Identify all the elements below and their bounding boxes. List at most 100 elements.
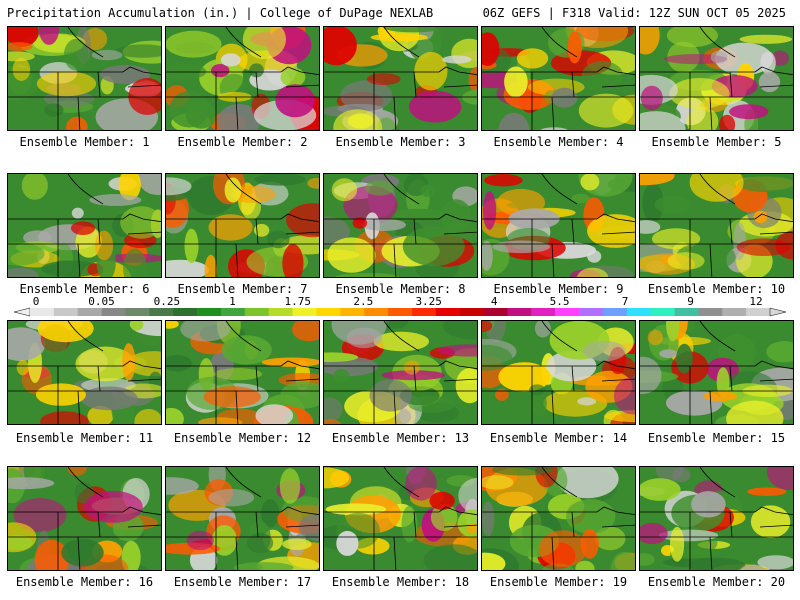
colorbar-swatch	[268, 308, 293, 316]
ensemble-map-panel	[481, 466, 636, 571]
ensemble-map-panel	[7, 466, 162, 571]
colorbar-tick-label: 0.05	[88, 296, 115, 308]
ensemble-member-label: Ensemble Member: 14	[489, 431, 628, 445]
precip-field-map	[324, 27, 477, 130]
ensemble-map-panel	[323, 466, 478, 571]
colorbar-swatch	[316, 308, 341, 316]
colorbar-swatch	[698, 308, 723, 316]
colorbar-tick-label: 1.75	[285, 296, 312, 308]
colorbar-swatch	[483, 308, 508, 316]
colorbar-tick-label: 0.25	[154, 296, 181, 308]
colorbar-swatch	[746, 308, 771, 316]
colorbar-swatch	[579, 308, 604, 316]
ensemble-map-panel	[323, 173, 478, 278]
map-title: Precipitation Accumulation (in.) | Colle…	[7, 6, 434, 20]
colorbar-swatch	[173, 308, 198, 316]
precip-field-map	[166, 467, 319, 570]
ensemble-map-panel	[639, 173, 794, 278]
colorbar-swatch	[244, 308, 270, 316]
precipitation-colorbar: 0 0.05 0.25 1 1.75 2.5 3.25 4 5.5 7 9 12	[14, 296, 786, 317]
ensemble-member-label: Ensemble Member: 10	[647, 282, 786, 296]
precip-field-map	[8, 27, 161, 130]
precip-field-map	[324, 321, 477, 424]
ensemble-map-panel	[7, 26, 162, 131]
precip-field-map	[8, 174, 161, 277]
colorbar-swatch	[722, 308, 747, 316]
ensemble-member-label: Ensemble Member: 6	[19, 282, 150, 296]
colorbar-tick-label: 0	[33, 296, 40, 308]
colorbar-swatch	[650, 308, 675, 316]
colorbar-swatch	[220, 308, 246, 316]
precip-field-map	[482, 27, 635, 130]
precip-field-map	[640, 321, 793, 424]
colorbar-swatch	[555, 308, 580, 316]
colorbar-swatch	[53, 308, 79, 316]
colorbar-tick-label: 1	[229, 296, 236, 308]
precip-field-map	[166, 27, 319, 130]
ensemble-member-label: Ensemble Member: 17	[173, 575, 312, 589]
colorbar-swatch	[388, 308, 413, 316]
colorbar-swatch	[125, 308, 150, 316]
ensemble-member-label: Ensemble Member: 4	[493, 135, 624, 149]
ensemble-member-label: Ensemble Member: 16	[15, 575, 154, 589]
colorbar-tick-label: 12	[749, 296, 762, 308]
colorbar-swatch	[101, 308, 126, 316]
colorbar-tick-label: 9	[687, 296, 694, 308]
precip-field-map	[640, 174, 793, 277]
ensemble-map-panel	[639, 26, 794, 131]
precip-field-map	[8, 321, 161, 424]
ensemble-member-label: Ensemble Member: 15	[647, 431, 786, 445]
ensemble-member-label: Ensemble Member: 8	[335, 282, 466, 296]
precip-field-map	[166, 174, 319, 277]
colorbar-swatch	[602, 308, 628, 316]
colorbar-max-arrow	[769, 307, 786, 317]
colorbar-swatch	[30, 308, 55, 316]
precip-field-map	[640, 27, 793, 130]
ensemble-map-panel	[639, 320, 794, 425]
precip-field-map	[482, 174, 635, 277]
colorbar-swatch	[364, 308, 389, 316]
precip-field-map	[482, 467, 635, 570]
colorbar-swatch	[459, 308, 484, 316]
ensemble-member-label: Ensemble Member: 2	[177, 135, 308, 149]
colorbar-swatch	[77, 308, 102, 316]
ensemble-member-label: Ensemble Member: 13	[331, 431, 470, 445]
precip-field-map	[166, 321, 319, 424]
colorbar-swatch	[674, 308, 699, 316]
precip-field-map	[640, 467, 793, 570]
ensemble-member-label: Ensemble Member: 7	[177, 282, 308, 296]
colorbar-tick-label: 3.25	[415, 296, 442, 308]
ensemble-member-label: Ensemble Member: 18	[331, 575, 470, 589]
ensemble-map-panel	[481, 26, 636, 131]
ensemble-member-label: Ensemble Member: 19	[489, 575, 628, 589]
ensemble-map-panel	[165, 320, 320, 425]
ensemble-member-label: Ensemble Member: 5	[651, 135, 782, 149]
colorbar-min-arrow	[14, 307, 31, 317]
precip-field-map	[324, 467, 477, 570]
ensemble-member-label: Ensemble Member: 1	[19, 135, 150, 149]
colorbar-swatch	[340, 308, 365, 316]
colorbar-swatch	[435, 308, 460, 316]
ensemble-map-panel	[481, 173, 636, 278]
ensemble-map-panel	[7, 320, 162, 425]
colorbar-tick-label: 2.5	[353, 296, 373, 308]
precip-field-map	[482, 321, 635, 424]
ensemble-map-panel	[323, 320, 478, 425]
ensemble-member-label: Ensemble Member: 20	[647, 575, 786, 589]
precip-field-map	[8, 467, 161, 570]
ensemble-map-panel	[7, 173, 162, 278]
ensemble-member-label: Ensemble Member: 3	[335, 135, 466, 149]
ensemble-member-label: Ensemble Member: 11	[15, 431, 154, 445]
ensemble-map-panel	[165, 466, 320, 571]
colorbar-swatch	[292, 308, 317, 316]
run-valid-time: 06Z GEFS | F318 Valid: 12Z SUN OCT 05 20…	[482, 6, 786, 20]
colorbar-swatch	[197, 308, 222, 316]
ensemble-map-panel	[165, 173, 320, 278]
colorbar-swatch	[507, 308, 532, 316]
colorbar-swatch	[531, 308, 556, 316]
colorbar-tick-label: 4	[491, 296, 498, 308]
ensemble-member-label: Ensemble Member: 12	[173, 431, 312, 445]
colorbar-swatch	[411, 308, 437, 316]
ensemble-member-label: Ensemble Member: 9	[493, 282, 624, 296]
precip-field-map	[324, 174, 477, 277]
